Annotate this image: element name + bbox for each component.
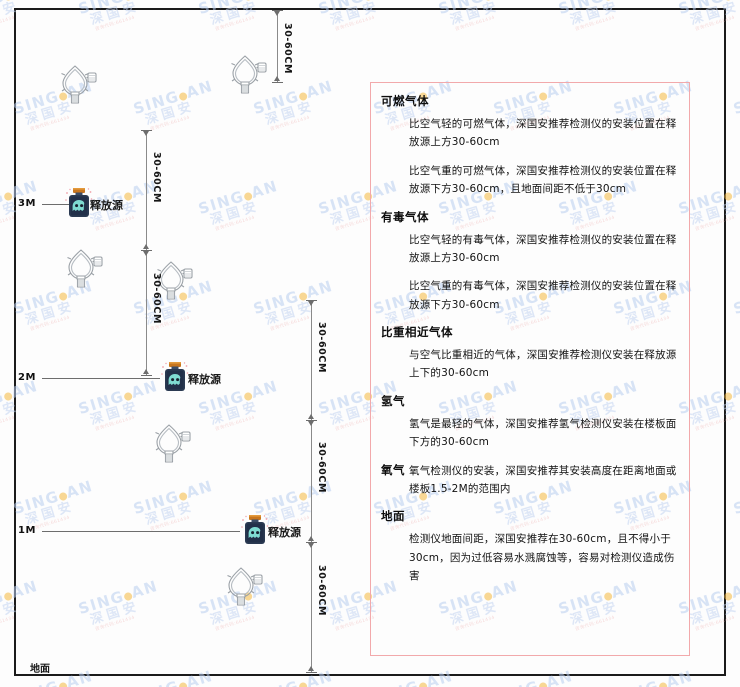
section-paragraph: 氧气检测仪的安装，深国安推荐其安装高度在距离地面或楼板1.5-2M的范围内 bbox=[409, 464, 677, 495]
section-heading: 氢气 bbox=[381, 393, 405, 408]
ground-label: 地面 bbox=[30, 664, 50, 675]
section-paragraph: 氢气是最轻的气体，深国安推荐氢气检测仪安装在楼板面下方的30-60cm bbox=[409, 417, 677, 449]
level-label: 1M bbox=[18, 525, 36, 536]
drawing-frame bbox=[14, 8, 726, 676]
dimension-arrow-icon bbox=[142, 369, 149, 374]
guidance-section: 有毒气体比空气轻的有毒气体，深国安推荐检测仪的安装位置在释放源上方30-60cm… bbox=[381, 209, 677, 315]
release-source-icon bbox=[64, 187, 94, 219]
gas-detector-icon bbox=[58, 240, 106, 288]
dimension-tick bbox=[306, 300, 317, 301]
dimension-tick bbox=[272, 10, 283, 11]
release-source-icon bbox=[240, 514, 270, 546]
level-label: 3M bbox=[18, 198, 36, 209]
section-heading: 地面 bbox=[381, 509, 405, 524]
dimension-arrow-icon bbox=[307, 301, 314, 306]
section-paragraph: 与空气比重相近的气体，深国安推荐检测仪安装在释放源上下的30-60cm bbox=[409, 349, 677, 380]
dimension-tick bbox=[306, 542, 317, 543]
gas-detector-icon bbox=[218, 558, 266, 606]
dimension-arrow-icon bbox=[307, 536, 314, 541]
dimension-arrow-icon bbox=[307, 543, 314, 548]
dimension-label: 30-60CM bbox=[316, 321, 327, 373]
dimension-arrow-icon bbox=[307, 421, 314, 426]
gas-detector-icon bbox=[148, 252, 196, 300]
dimension-tick bbox=[272, 82, 283, 83]
guidance-section: 氧气 氧气检测仪的安装，深国安推荐其安装高度在距离地面或楼板1.5-2M的范围内 bbox=[381, 462, 677, 499]
dimension-axis bbox=[277, 10, 278, 82]
release-source-label: 释放源 bbox=[188, 373, 221, 386]
dimension-label: 30-60CM bbox=[151, 272, 162, 324]
dimension-label: 30-60CM bbox=[151, 151, 162, 203]
section-paragraph: 检测仪地面间距，深国安推荐在30-60cm，且不得小于30cm，因为过低容易水溅… bbox=[409, 533, 675, 582]
dimension-tick bbox=[141, 130, 152, 131]
level-label: 2M bbox=[18, 372, 36, 383]
guidance-section: 地面 检测仪地面间距，深国安推荐在30-60cm，且不得小于30cm，因为过低容易… bbox=[381, 508, 677, 585]
guidance-section: 比重相近气体与空气比重相近的气体，深国安推荐检测仪安装在释放源上下的30-60c… bbox=[381, 324, 677, 383]
dimension-tick bbox=[306, 672, 317, 673]
section-paragraph: 比空气轻的可燃气体，深国安推荐检测仪的安装位置在释放源上方30-60cm bbox=[409, 118, 677, 149]
dimension-arrow-icon bbox=[307, 666, 314, 671]
gas-detector-icon bbox=[222, 46, 270, 94]
dimension-label: 30-60CM bbox=[316, 565, 327, 617]
dimension-arrow-icon bbox=[142, 251, 149, 256]
dimension-tick bbox=[306, 420, 317, 421]
guidance-section: 可燃气体比空气轻的可燃气体，深国安推荐检测仪的安装位置在释放源上方30-60cm… bbox=[381, 93, 677, 199]
section-heading: 比重相近气体 bbox=[381, 325, 453, 339]
gas-detector-icon bbox=[52, 56, 100, 104]
dimension-arrow-icon bbox=[142, 244, 149, 249]
dimension-arrow-icon bbox=[273, 11, 280, 16]
dimension-label: 30-60CM bbox=[316, 441, 327, 493]
dimension-axis bbox=[311, 300, 312, 672]
release-source-label: 释放源 bbox=[90, 199, 123, 212]
level-line bbox=[42, 531, 240, 532]
dimension-arrow-icon bbox=[142, 131, 149, 136]
dimension-label: 30-60CM bbox=[282, 22, 293, 74]
dimension-column: 30-60CM 30-60CM 30-60CM bbox=[306, 300, 327, 673]
dimension-column: 30-60CM 30-60CM bbox=[141, 130, 162, 376]
level-line bbox=[42, 204, 82, 205]
section-paragraph: 比空气重的有毒气体，深国安推荐检测仪的安装位置在释放源下方30-60cm bbox=[409, 280, 677, 311]
section-heading: 可燃气体 bbox=[381, 94, 429, 108]
level-line bbox=[42, 378, 160, 379]
dimension-column: 30-60CM bbox=[272, 10, 293, 83]
dimension-arrow-icon bbox=[307, 414, 314, 419]
dimension-tick bbox=[141, 250, 152, 251]
dimension-tick bbox=[141, 375, 152, 376]
dimension-arrow-icon bbox=[273, 76, 280, 81]
section-heading: 氧气 bbox=[381, 462, 405, 477]
section-heading: 有毒气体 bbox=[381, 209, 429, 224]
section-paragraph: 比空气重的可燃气体，深国安推荐检测仪的安装位置在释放源下方30-60cm，且地面… bbox=[409, 164, 677, 196]
guidance-panel: 可燃气体比空气轻的可燃气体，深国安推荐检测仪的安装位置在释放源上方30-60cm… bbox=[370, 82, 690, 656]
guidance-section: 氢气 氢气是最轻的气体，深国安推荐氢气检测仪安装在楼板面下方的30-60cm bbox=[381, 393, 677, 452]
release-source-icon bbox=[160, 361, 190, 393]
release-source-label: 释放源 bbox=[268, 526, 301, 539]
gas-detector-icon bbox=[146, 415, 194, 463]
section-paragraph: 比空气轻的有毒气体，深国安推荐检测仪的安装位置在释放源上方30-60cm bbox=[409, 233, 677, 264]
